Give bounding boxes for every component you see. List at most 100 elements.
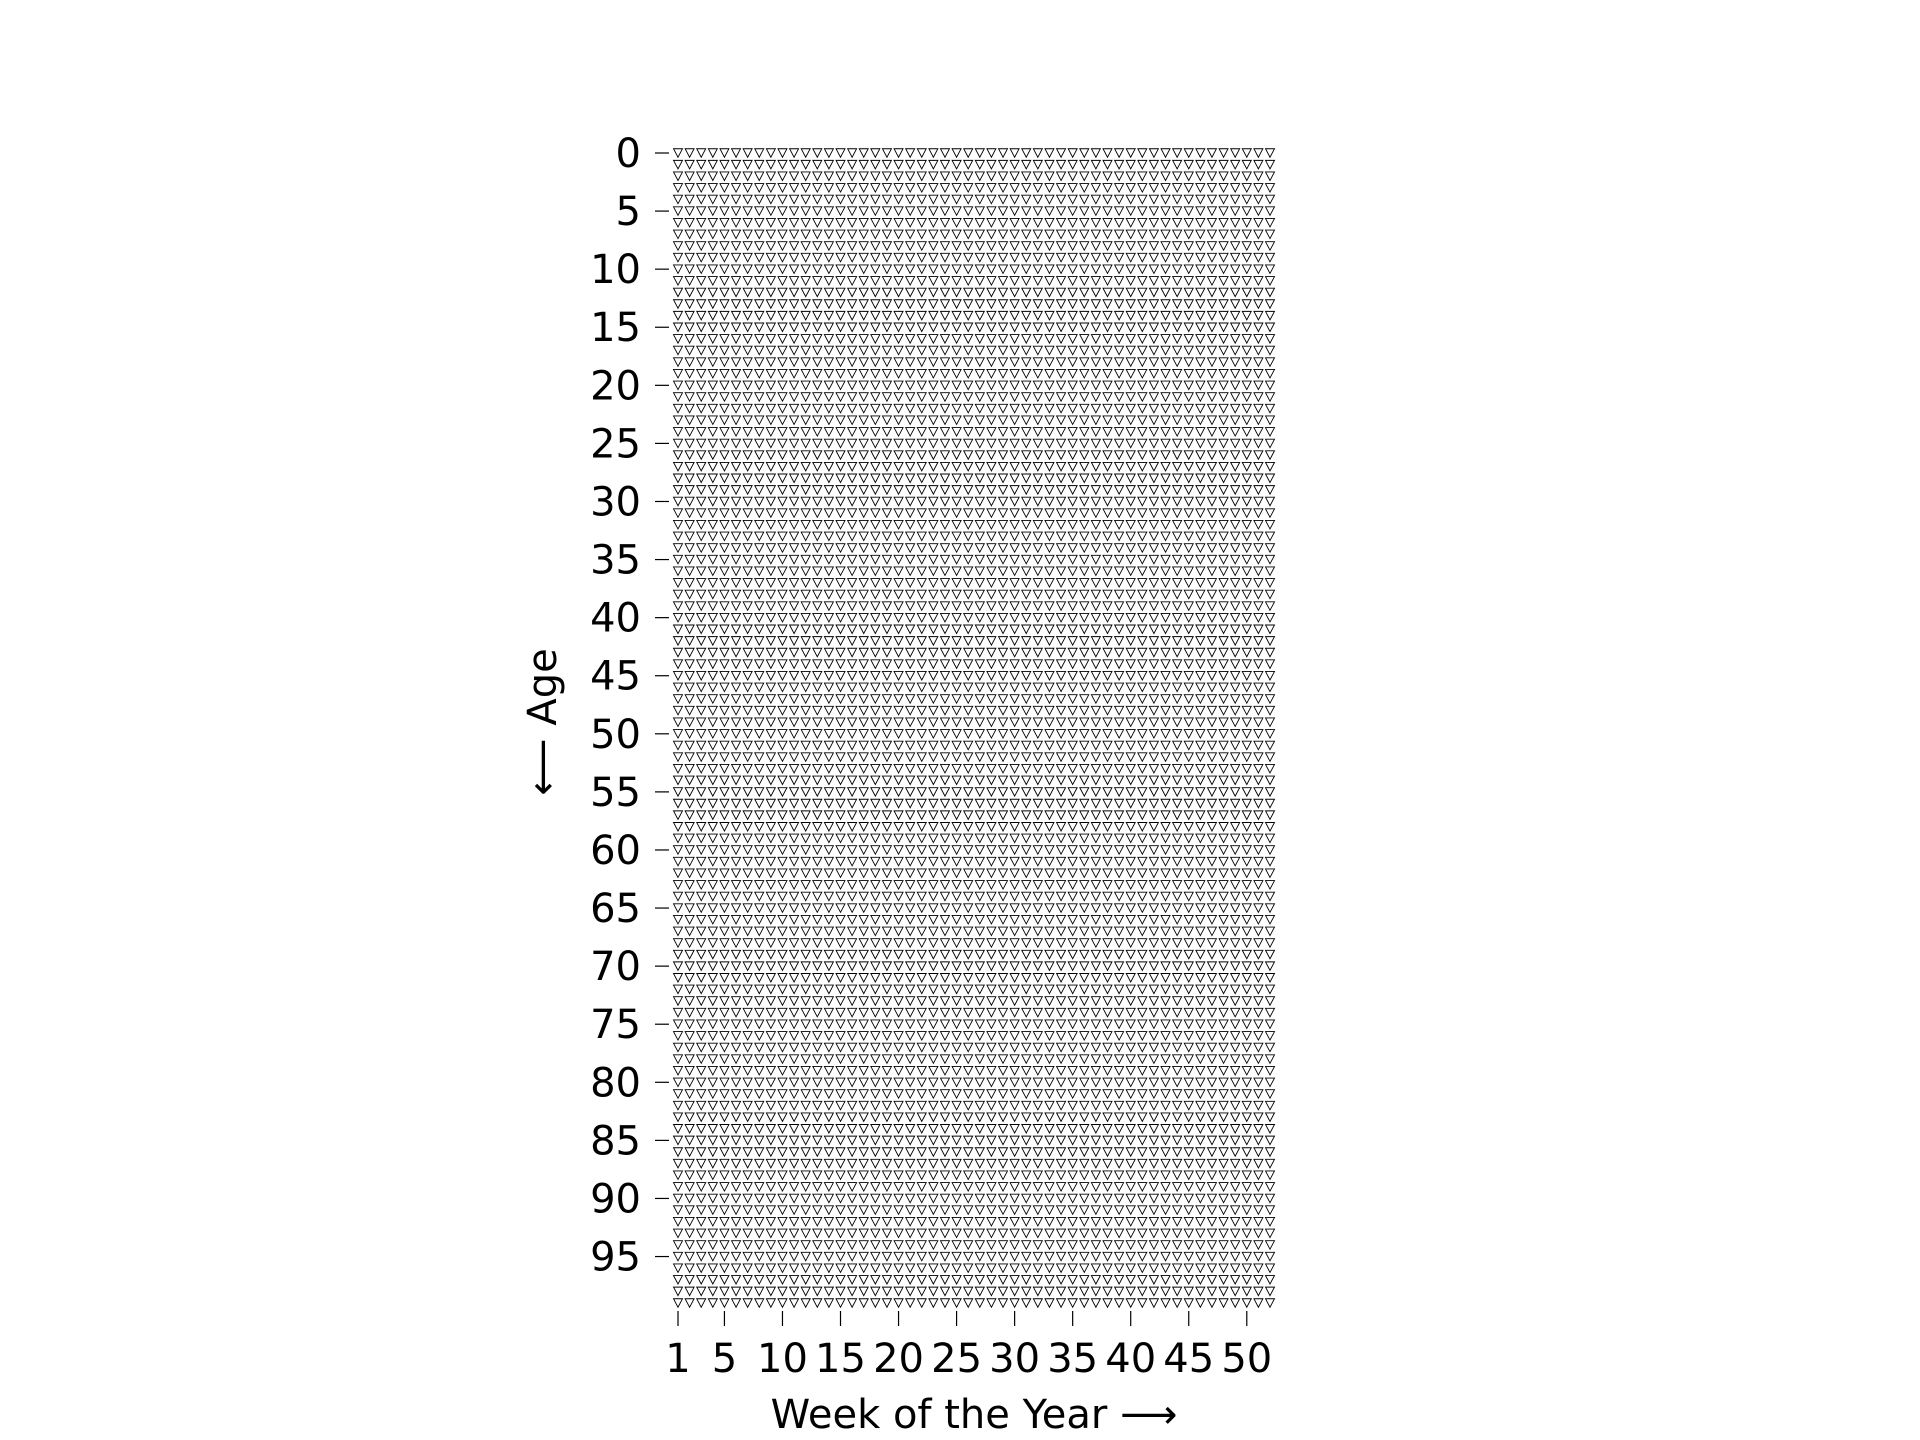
- week-marker: [1148, 520, 1160, 530]
- week-marker: [928, 926, 939, 937]
- week-marker: [1137, 1147, 1148, 1158]
- week-marker: [858, 531, 869, 542]
- week-marker: [939, 659, 951, 670]
- week-marker: [1195, 938, 1206, 949]
- week-marker: [1044, 694, 1055, 705]
- week-marker: [893, 1135, 904, 1146]
- week-marker: [1241, 787, 1253, 798]
- week-marker: [1125, 450, 1136, 461]
- week-marker: [765, 1170, 777, 1181]
- week-marker: [730, 787, 742, 798]
- week-marker: [1229, 740, 1241, 751]
- week-marker: [754, 380, 765, 391]
- week-marker: [1090, 868, 1102, 879]
- week-marker: [928, 322, 939, 333]
- week-marker: [812, 438, 823, 449]
- week-marker: [974, 566, 986, 577]
- week-marker: [1067, 752, 1078, 763]
- week-marker: [1229, 1240, 1241, 1251]
- week-marker: [1055, 1112, 1067, 1123]
- week-marker: [684, 682, 695, 693]
- week-marker: [823, 903, 835, 914]
- week-marker: [1009, 787, 1020, 798]
- week-marker: [695, 450, 707, 461]
- week-marker: [1137, 1042, 1148, 1053]
- week-marker: [997, 868, 1009, 879]
- week-marker: [997, 206, 1009, 217]
- week-marker: [695, 671, 707, 681]
- week-marker: [1102, 833, 1113, 844]
- week-marker: [1079, 496, 1090, 507]
- week-marker: [1148, 880, 1160, 891]
- week-marker: [974, 1100, 986, 1111]
- week-marker: [823, 973, 835, 983]
- week-marker: [997, 1228, 1009, 1239]
- week-marker: [1020, 229, 1032, 240]
- week-marker: [800, 1216, 811, 1227]
- week-marker: [1079, 241, 1090, 252]
- week-marker: [986, 357, 997, 368]
- week-marker: [1264, 1135, 1276, 1146]
- week-marker: [1032, 938, 1044, 949]
- week-marker: [997, 612, 1009, 623]
- week-marker: [835, 392, 846, 403]
- week-marker: [812, 334, 823, 345]
- week-marker: [1195, 868, 1206, 879]
- week-marker: [974, 450, 986, 461]
- week-marker: [1079, 229, 1090, 240]
- week-marker: [1044, 485, 1055, 496]
- week-marker: [1032, 473, 1044, 484]
- week-marker: [928, 450, 939, 461]
- week-marker: [777, 961, 788, 972]
- week-marker: [695, 880, 707, 891]
- week-marker: [1125, 1042, 1136, 1053]
- week-marker: [928, 310, 939, 321]
- week-marker: [1102, 299, 1113, 310]
- week-marker: [695, 508, 707, 519]
- week-marker: [707, 171, 719, 182]
- week-marker: [823, 1135, 835, 1146]
- week-marker: [893, 520, 904, 530]
- week-marker: [997, 531, 1009, 542]
- week-marker: [684, 206, 695, 217]
- week-marker: [928, 194, 939, 205]
- week-marker: [1137, 1112, 1148, 1123]
- week-marker: [858, 392, 869, 403]
- week-marker: [812, 705, 823, 716]
- week-marker: [1148, 1170, 1160, 1181]
- week-marker: [928, 903, 939, 914]
- week-marker: [1102, 218, 1113, 228]
- week-marker: [812, 206, 823, 217]
- week-marker: [1195, 705, 1206, 716]
- week-marker: [962, 276, 974, 286]
- week-marker: [835, 705, 846, 716]
- week-marker: [1044, 1205, 1055, 1216]
- week-marker: [1079, 1007, 1090, 1018]
- week-marker: [754, 229, 765, 240]
- week-marker: [1160, 1251, 1171, 1262]
- week-marker: [916, 880, 928, 891]
- week-marker: [1044, 1193, 1055, 1204]
- week-marker: [1125, 473, 1136, 484]
- week-marker: [754, 705, 765, 716]
- week-marker: [730, 461, 742, 472]
- week-marker: [870, 1158, 881, 1169]
- week-marker: [1264, 1170, 1276, 1181]
- week-marker: [719, 264, 730, 275]
- week-marker: [1264, 194, 1276, 205]
- week-marker: [695, 264, 707, 275]
- week-marker: [1102, 543, 1113, 554]
- week-marker: [800, 682, 811, 693]
- week-marker: [904, 624, 916, 635]
- week-marker: [846, 1182, 858, 1193]
- week-marker: [1264, 241, 1276, 252]
- week-marker: [1241, 520, 1253, 530]
- week-marker: [1102, 1182, 1113, 1193]
- week-marker: [1055, 589, 1067, 600]
- week-marker: [1195, 659, 1206, 670]
- week-marker: [812, 380, 823, 391]
- week-marker: [730, 566, 742, 577]
- week-marker: [1183, 903, 1194, 914]
- week-marker: [812, 833, 823, 844]
- week-marker: [951, 566, 962, 577]
